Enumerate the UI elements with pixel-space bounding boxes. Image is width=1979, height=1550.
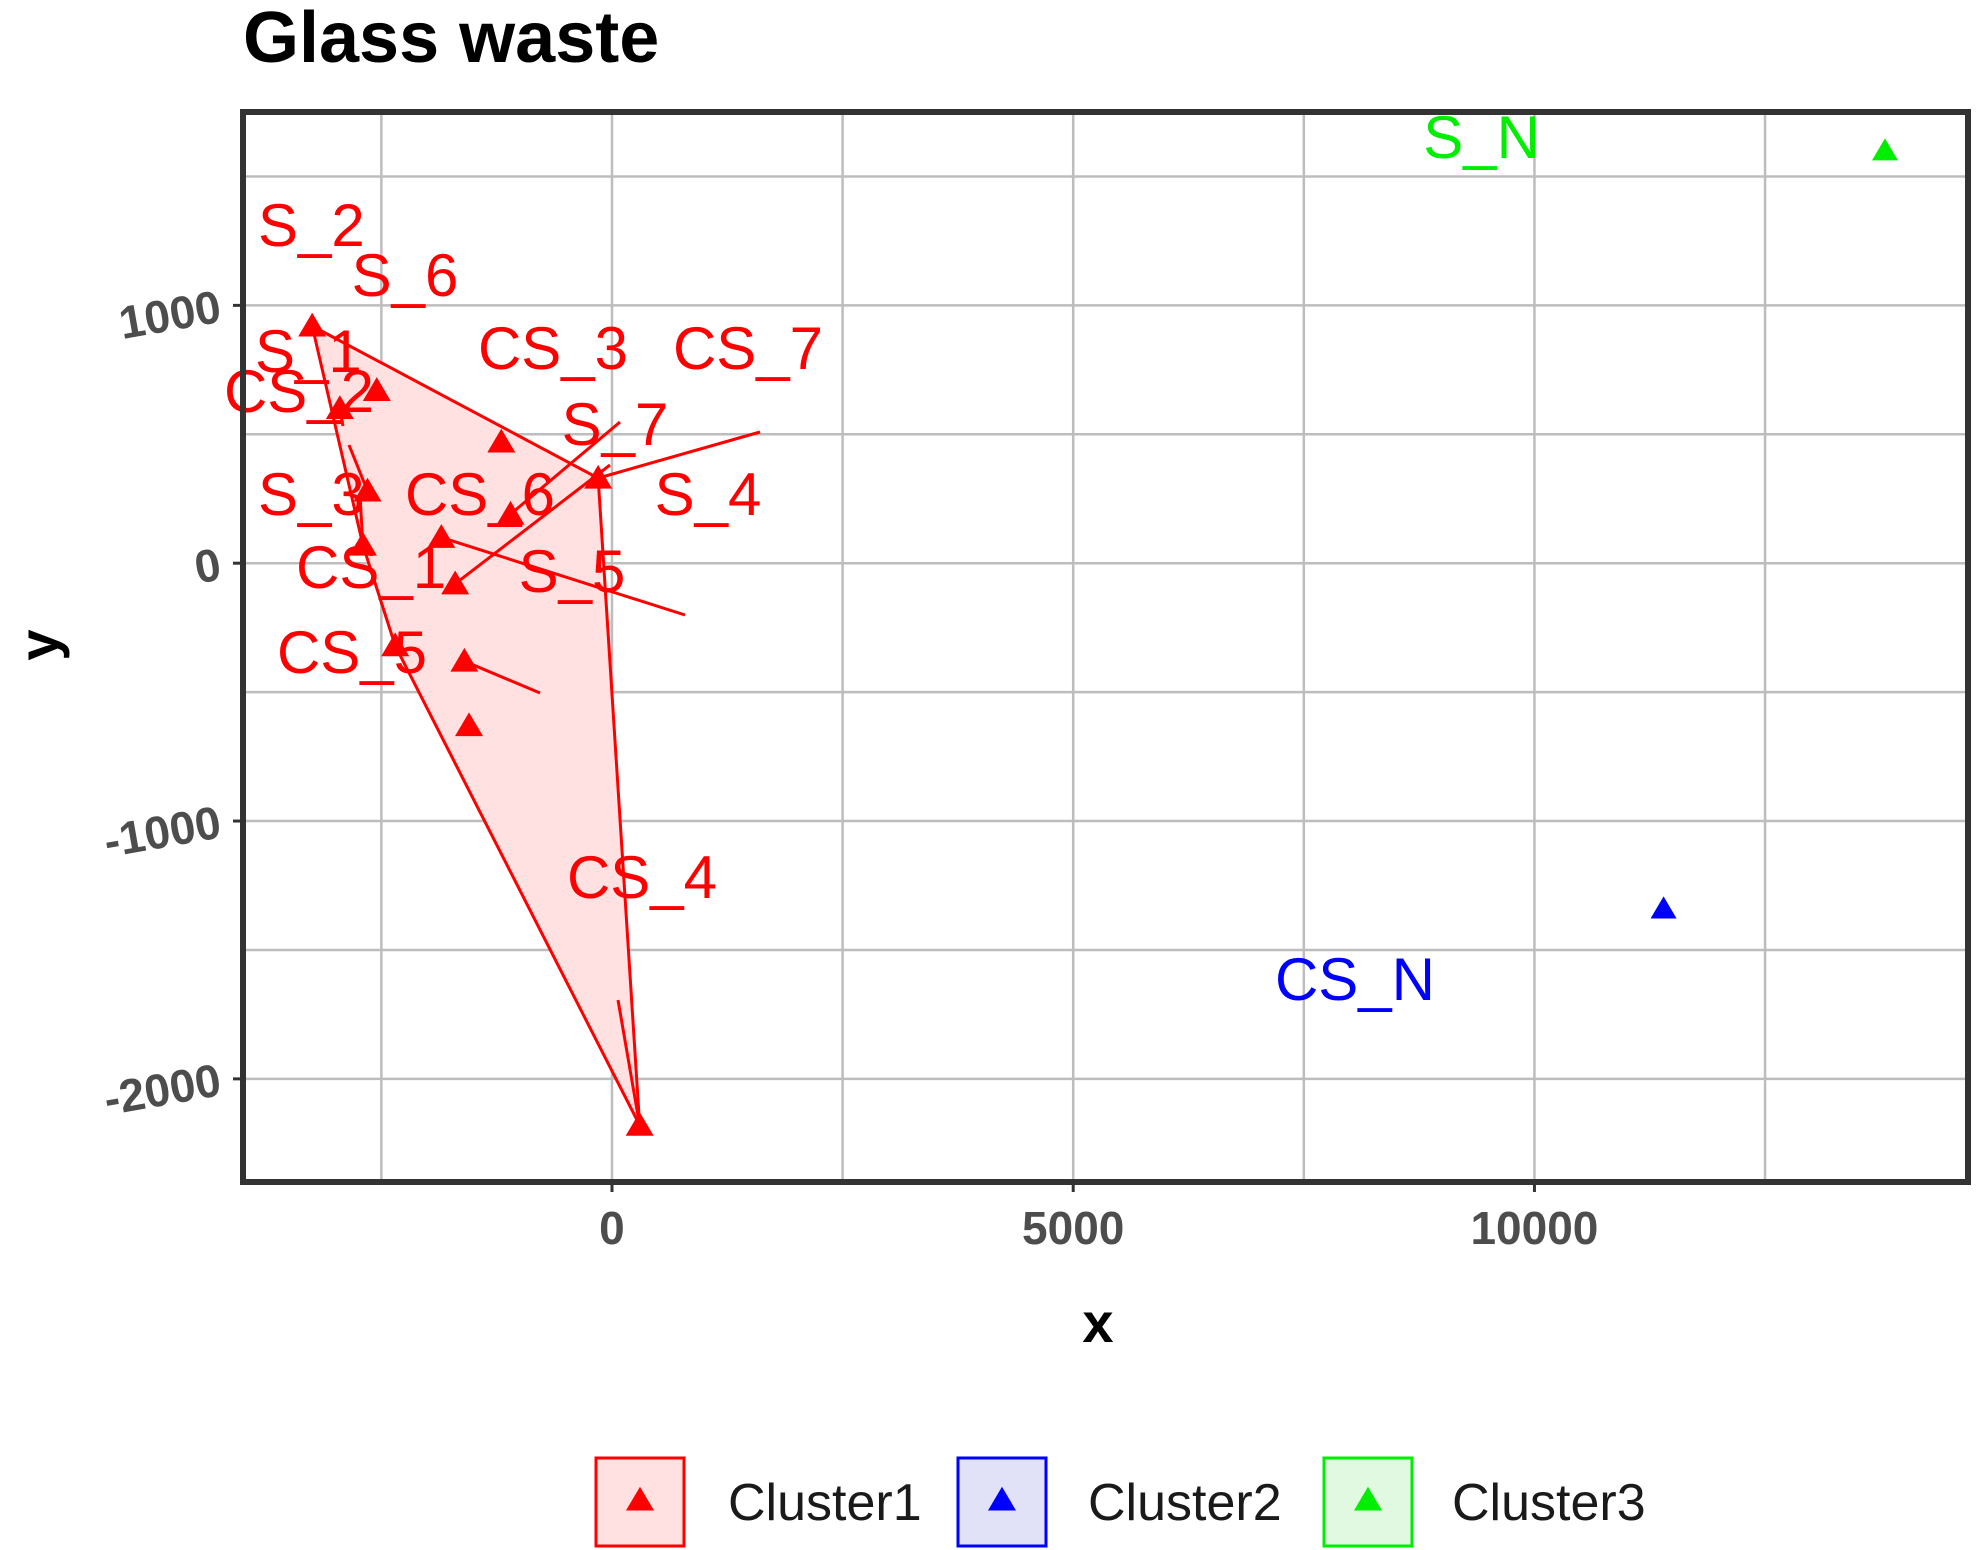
point-label: CS_4 [567, 844, 717, 911]
x-tick-label: 5000 [1022, 1202, 1124, 1254]
y-tick-label: -1000 [100, 796, 225, 868]
legend-label: Cluster3 [1452, 1474, 1646, 1532]
legend-label: Cluster2 [1088, 1474, 1282, 1532]
data-point-s-1 [325, 395, 354, 420]
point-label: CS_N [1275, 946, 1435, 1013]
data-point-cs-7 [584, 464, 613, 489]
label-connector [509, 420, 621, 516]
x-tick-label: 10000 [1470, 1202, 1598, 1254]
data-point-cs-5 [455, 712, 484, 737]
data-point-cs-2 [353, 477, 382, 502]
data-point-cs-n [1650, 896, 1677, 919]
data-point-s-5 [450, 647, 479, 672]
legend-marker-icon [988, 1486, 1016, 1511]
point-label: S_2 [258, 192, 365, 259]
point-label: CS_3 [478, 315, 628, 382]
point-label: S_7 [562, 391, 669, 458]
legend: Cluster1 Cluster2 Cluster3 [594, 1456, 1646, 1548]
point-label: S_3 [258, 461, 365, 528]
data-point-cs-4 [625, 1111, 654, 1136]
y-tick-label: -2000 [100, 1054, 225, 1126]
data-point-s-7 [496, 500, 525, 525]
data-point-s-4 [427, 524, 456, 548]
legend-marker-icon [1354, 1486, 1382, 1511]
data-point-cs-6 [441, 570, 470, 595]
point-label: CS_2 [224, 358, 374, 425]
data-point-s-n [1871, 138, 1898, 161]
chart-title: Glass waste [243, 0, 659, 78]
y-axis-title: y [7, 629, 70, 660]
data-points [298, 138, 1898, 1136]
label-connector [597, 430, 761, 480]
axis-ticks: 0 5000 10000 -2000 -1000 0 1000 [100, 280, 1599, 1254]
label-connector [463, 659, 541, 695]
legend-label: Cluster1 [728, 1474, 922, 1532]
point-label: CS_5 [277, 619, 427, 686]
data-point-cs-3 [487, 428, 516, 453]
label-connector [616, 999, 642, 1126]
point-label: S_4 [655, 461, 762, 528]
label-connector [440, 535, 686, 617]
point-label: CS_6 [405, 461, 555, 528]
data-point-s-6 [362, 377, 391, 401]
point-label: S_N [1423, 104, 1540, 171]
data-point-s-2 [298, 312, 327, 337]
label-connector [454, 463, 611, 586]
point-label: S_1 [255, 318, 362, 385]
x-tick-label: 0 [599, 1202, 625, 1254]
y-tick-label: 1000 [115, 280, 225, 349]
data-point-cs-1 [381, 632, 410, 657]
point-label: CS_1 [296, 534, 446, 601]
data-point-s-3 [348, 531, 377, 556]
plot-panel-border [240, 109, 1971, 1185]
point-label: S_5 [519, 538, 626, 605]
y-tick-label: 0 [191, 538, 225, 594]
point-label: CS_7 [673, 315, 823, 382]
point-labels: S_2S_6 S_1 CS_3 CS_7 CS_2 S_7S_4 S_3 CS_6CS_1 S_… [224, 104, 1540, 1013]
x-axis-title: x [1082, 1291, 1113, 1354]
legend-marker-icon [626, 1486, 654, 1511]
point-label: S_6 [352, 242, 459, 309]
